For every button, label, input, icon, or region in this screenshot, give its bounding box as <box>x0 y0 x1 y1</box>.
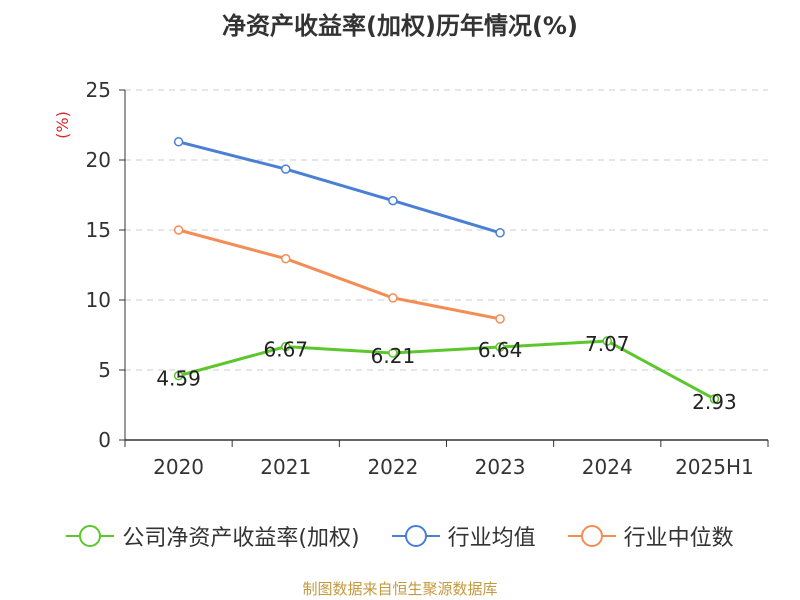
y-tick-label: 15 <box>86 218 111 242</box>
legend: 公司净资产收益率(加权) 行业均值 行业中位数 <box>0 520 800 552</box>
x-tick-label: 2024 <box>582 455 633 479</box>
data-point <box>388 195 398 206</box>
data-point <box>388 293 398 303</box>
data-point <box>602 336 612 346</box>
series-line-0 <box>178 339 716 401</box>
legend-item: 行业中位数 <box>567 520 734 552</box>
legend-marker-icon <box>391 525 440 547</box>
data-label: 7.07 <box>585 332 630 356</box>
data-label: 6.67 <box>263 338 308 362</box>
legend-label: 行业均值 <box>447 526 536 551</box>
data-point <box>281 341 291 352</box>
x-tick-label: 2023 <box>475 455 526 479</box>
data-point <box>173 137 184 147</box>
data-point <box>173 370 184 381</box>
data-label: 6.21 <box>371 344 416 368</box>
y-tick-label: 20 <box>86 148 111 172</box>
data-label: 4.59 <box>156 367 201 391</box>
data-point <box>173 225 184 235</box>
y-tick-label: 5 <box>98 358 111 382</box>
data-label: 2.93 <box>692 390 737 414</box>
x-tick-label: 2020 <box>153 455 204 479</box>
legend-item: 公司净资产收益率(加权) <box>66 520 360 552</box>
data-point <box>388 348 398 358</box>
legend-label: 公司净资产收益率(加权) <box>122 526 360 551</box>
legend-label: 行业中位数 <box>623 526 734 551</box>
legend-marker-icon <box>66 525 115 547</box>
data-point <box>495 314 505 324</box>
x-tick-label: 2021 <box>260 455 311 479</box>
legend-item: 行业均值 <box>391 520 536 552</box>
y-tick-label: 25 <box>86 78 111 102</box>
data-point <box>281 164 291 174</box>
chart-title: 净资产收益率(加权)历年情况(%) <box>222 12 578 40</box>
data-point <box>281 253 291 264</box>
data-label: 6.64 <box>478 338 523 362</box>
data-point <box>495 342 505 352</box>
y-tick-label: 0 <box>98 428 111 452</box>
y-tick-label: 10 <box>86 288 111 312</box>
legend-marker-icon <box>567 525 616 547</box>
series-line-1 <box>178 140 501 235</box>
series-line-2 <box>178 228 501 321</box>
y-axis-label: (%) <box>53 111 72 139</box>
source-note: 制图数据来自恒生聚源数据库 <box>302 580 498 598</box>
data-point <box>495 228 505 238</box>
x-tick-label: 2025H1 <box>675 455 754 479</box>
x-tick-label: 2022 <box>367 455 418 479</box>
data-point <box>709 394 720 404</box>
